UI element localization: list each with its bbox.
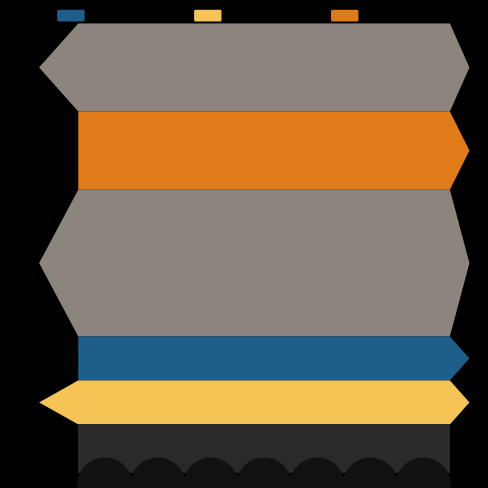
Polygon shape [78,112,468,190]
Circle shape [131,458,184,488]
Circle shape [237,458,290,488]
FancyBboxPatch shape [330,11,358,22]
Text: Kidney Disease: Kidney Disease [90,12,163,21]
Text: Kidney Failure: Kidney Failure [227,12,295,21]
FancyBboxPatch shape [57,11,84,22]
Circle shape [396,458,449,488]
Text: Dialysis: Dialysis [364,12,400,21]
Polygon shape [78,337,468,381]
FancyBboxPatch shape [194,11,221,22]
Polygon shape [39,24,468,112]
Circle shape [183,458,237,488]
Polygon shape [78,425,449,473]
Circle shape [343,458,396,488]
Polygon shape [39,381,468,425]
Circle shape [78,458,131,488]
Polygon shape [39,190,468,337]
Circle shape [290,458,344,488]
